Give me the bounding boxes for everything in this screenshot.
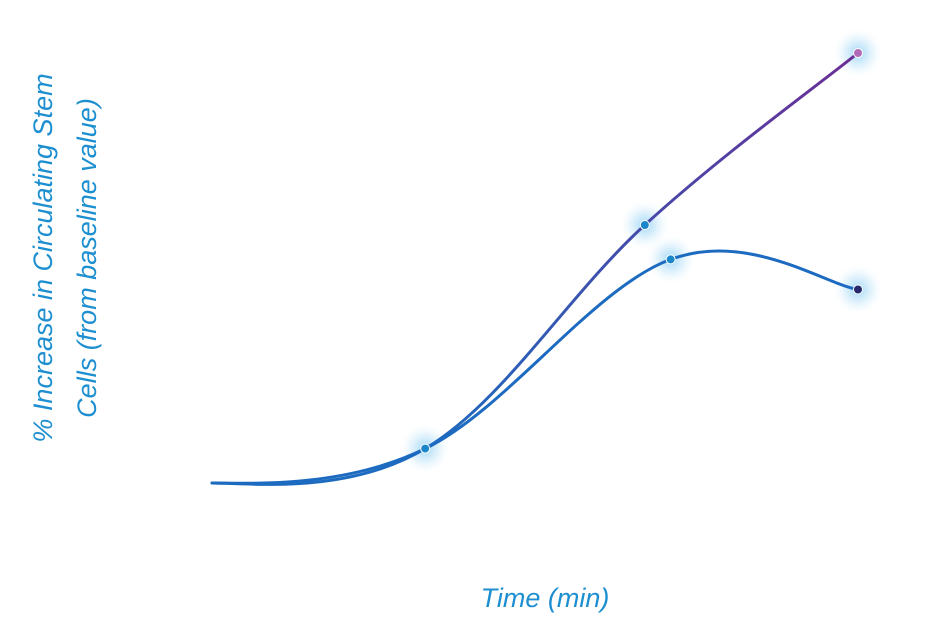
data-markers bbox=[420, 48, 863, 454]
series-lines bbox=[210, 51, 860, 486]
y-axis-label-line-2: Cells (from baseline value) bbox=[72, 98, 102, 418]
series-1-point-1 bbox=[420, 443, 431, 454]
series-1-point-2 bbox=[639, 220, 650, 230]
y-axis-label-line-1: % Increase in Circulating Stem bbox=[28, 73, 58, 442]
x-axis-label: Time (min) bbox=[481, 583, 610, 613]
series-2-line bbox=[210, 249, 860, 485]
marker-glows bbox=[399, 27, 884, 475]
y-axis-label: % Increase in Circulating Stem Cells (fr… bbox=[28, 73, 102, 442]
series-1-point-3 bbox=[853, 48, 863, 58]
series-2-point-2 bbox=[665, 254, 676, 265]
series-2-point-3 bbox=[853, 284, 863, 295]
series-1-line bbox=[210, 51, 860, 486]
